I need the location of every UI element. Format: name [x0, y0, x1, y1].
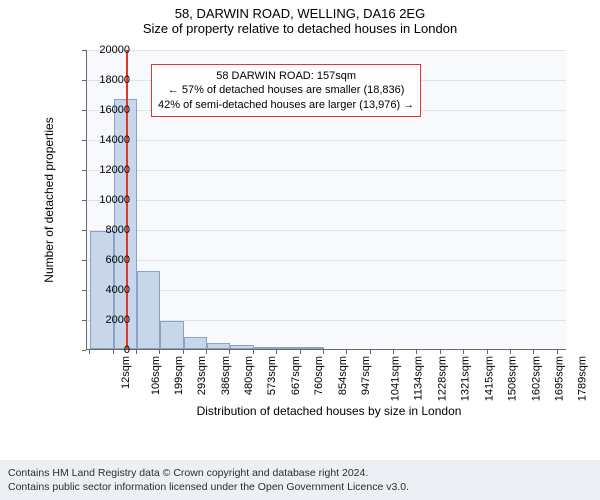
x-tick-mark [440, 350, 441, 354]
annotation-box: 58 DARWIN ROAD: 157sqm← 57% of detached … [151, 64, 421, 117]
chart-title-main: 58, DARWIN ROAD, WELLING, DA16 2EG [0, 0, 600, 21]
y-tick-mark [82, 80, 86, 81]
histogram-bar [137, 271, 161, 349]
x-tick-label: 1041sqm [390, 356, 402, 401]
y-tick-mark [82, 260, 86, 261]
footer-line-1: Contains HM Land Registry data © Crown c… [8, 466, 592, 480]
gridline [87, 260, 566, 261]
y-tick-mark [82, 50, 86, 51]
x-tick-label: 1602sqm [530, 356, 542, 401]
x-tick-mark [276, 350, 277, 354]
x-tick-label: 12sqm [120, 356, 132, 389]
x-tick-mark [510, 350, 511, 354]
y-tick-mark [82, 230, 86, 231]
y-tick-label: 0 [86, 344, 130, 356]
x-tick-mark [206, 350, 207, 354]
x-tick-mark [113, 350, 114, 354]
x-tick-mark [533, 350, 534, 354]
x-tick-label: 1321sqm [460, 356, 472, 401]
x-tick-label: 386sqm [220, 356, 232, 395]
histogram-bar [301, 347, 324, 349]
x-tick-label: 293sqm [196, 356, 208, 395]
x-tick-mark [487, 350, 488, 354]
annotation-line: 42% of semi-detached houses are larger (… [158, 98, 414, 112]
gridline [87, 170, 566, 171]
y-tick-mark [82, 200, 86, 201]
y-tick-mark [82, 170, 86, 171]
x-tick-label: 1134sqm [412, 356, 424, 400]
y-tick-label: 16000 [86, 104, 130, 116]
x-tick-mark [229, 350, 230, 354]
gridline [87, 50, 566, 51]
annotation-line: 58 DARWIN ROAD: 157sqm [158, 69, 414, 83]
chart-container: Number of detached properties 58 DARWIN … [42, 44, 572, 416]
y-tick-mark [82, 110, 86, 111]
y-tick-label: 14000 [86, 134, 130, 146]
histogram-bar [254, 347, 277, 349]
y-tick-label: 2000 [86, 314, 130, 326]
x-tick-mark [463, 350, 464, 354]
x-tick-mark [370, 350, 371, 354]
x-tick-mark [183, 350, 184, 354]
x-tick-mark [159, 350, 160, 354]
histogram-bar [230, 345, 254, 349]
x-tick-label: 573sqm [266, 356, 278, 395]
x-tick-label: 1415sqm [483, 356, 495, 401]
x-tick-label: 1789sqm [577, 356, 589, 401]
x-tick-mark [557, 350, 558, 354]
gridline [87, 140, 566, 141]
x-tick-mark [323, 350, 324, 354]
footer-attribution: Contains HM Land Registry data © Crown c… [0, 460, 600, 500]
x-tick-label: 106sqm [150, 356, 162, 395]
chart-title-sub: Size of property relative to detached ho… [0, 21, 600, 40]
histogram-bar [160, 321, 183, 350]
y-tick-label: 8000 [86, 224, 130, 236]
histogram-bar [277, 347, 301, 349]
x-tick-label: 760sqm [313, 356, 325, 395]
y-tick-mark [82, 350, 86, 351]
x-tick-label: 199sqm [173, 356, 185, 395]
y-tick-mark [82, 320, 86, 321]
y-tick-label: 4000 [86, 284, 130, 296]
y-tick-mark [82, 290, 86, 291]
x-tick-mark [416, 350, 417, 354]
x-tick-mark [253, 350, 254, 354]
x-tick-label: 854sqm [337, 356, 349, 395]
annotation-line: ← 57% of detached houses are smaller (18… [158, 83, 414, 97]
y-tick-label: 6000 [86, 254, 130, 266]
gridline [87, 230, 566, 231]
x-tick-mark [89, 350, 90, 354]
x-tick-label: 947sqm [360, 356, 372, 395]
histogram-bar [207, 343, 230, 349]
y-tick-label: 10000 [86, 194, 130, 206]
y-tick-mark [82, 140, 86, 141]
x-tick-label: 1508sqm [506, 356, 518, 401]
x-tick-label: 667sqm [290, 356, 302, 395]
x-tick-label: 480sqm [243, 356, 255, 395]
x-tick-mark [300, 350, 301, 354]
x-tick-mark [136, 350, 137, 354]
y-tick-label: 12000 [86, 164, 130, 176]
y-tick-label: 18000 [86, 74, 130, 86]
footer-line-2: Contains public sector information licen… [8, 480, 592, 494]
y-tick-label: 20000 [86, 44, 130, 56]
histogram-bar [184, 337, 208, 349]
y-axis-title: Number of detached properties [42, 117, 56, 282]
x-tick-mark [393, 350, 394, 354]
x-tick-label: 1695sqm [553, 356, 565, 401]
gridline [87, 200, 566, 201]
x-tick-label: 1228sqm [436, 356, 448, 401]
plot-area: 58 DARWIN ROAD: 157sqm← 57% of detached … [86, 50, 566, 350]
x-tick-mark [346, 350, 347, 354]
x-axis-title: Distribution of detached houses by size … [64, 404, 594, 418]
